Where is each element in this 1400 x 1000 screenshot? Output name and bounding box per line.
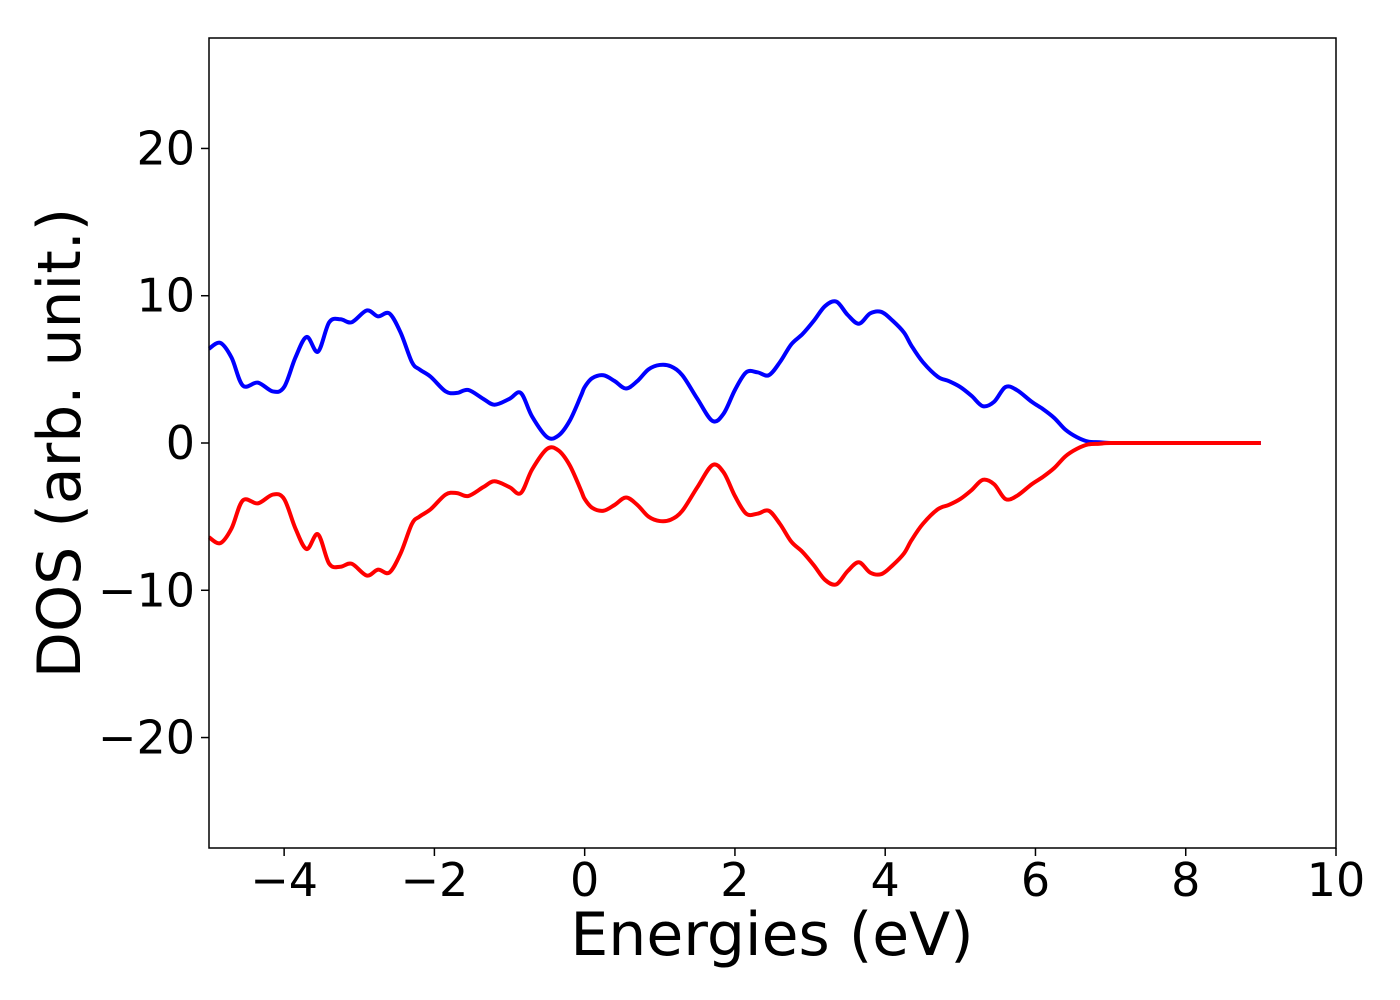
y-axis-title: DOS (arb. unit.) [25, 208, 95, 678]
y-tick-label: 20 [136, 121, 195, 175]
y-tick-label: 10 [136, 269, 195, 323]
y-tick-label: −10 [98, 563, 195, 617]
x-tick-label: 0 [570, 853, 599, 907]
x-tick-label: 6 [1021, 853, 1050, 907]
y-tick-label: 0 [166, 416, 195, 470]
y-axis-ticks: 20 10 0 −10 −20 [98, 121, 209, 765]
x-axis-ticks: −4 −2 0 2 4 6 8 10 [250, 848, 1365, 907]
x-axis-title: Energies (eV) [570, 900, 973, 970]
series-line-spin-up [207, 299, 1261, 446]
x-tick-label: −4 [250, 853, 318, 907]
x-tick-label: 10 [1307, 853, 1366, 907]
x-tick-label: 4 [871, 853, 900, 907]
series-layer [207, 299, 1261, 587]
x-tick-label: 8 [1171, 853, 1200, 907]
plot-frame [208, 37, 1337, 849]
x-tick-label: −2 [400, 853, 468, 907]
y-tick-label: −20 [98, 711, 195, 765]
series-line-spin-down [207, 440, 1261, 587]
x-tick-label: 2 [720, 853, 749, 907]
